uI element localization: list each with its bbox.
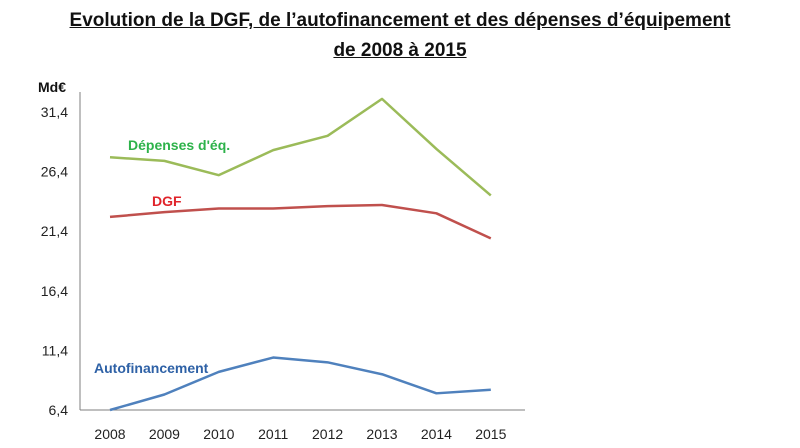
y-tick-label: 6,4	[49, 402, 69, 418]
chart-title-line-1: Evolution de la DGF, de l’autofinancemen…	[69, 10, 731, 31]
series-line-dgf	[109, 203, 492, 240]
y-tick-label: 26,4	[41, 164, 68, 180]
y-tick-label: 31,4	[41, 104, 68, 120]
series-label-dgf: DGF	[152, 193, 182, 209]
y-tick-labels: 6,4 11,4 16,4 21,4 26,4 31,4	[41, 104, 68, 418]
x-tick-label: 2013	[366, 426, 397, 442]
x-tick-labels: 2008 2009 2010 2011 2012 2013 2014 2015	[94, 426, 506, 442]
y-tick-label: 16,4	[41, 283, 68, 299]
series-lines	[109, 97, 492, 412]
x-tick-label: 2014	[421, 426, 452, 442]
y-tick-label: 11,4	[42, 342, 68, 358]
x-tick-label: 2009	[149, 426, 180, 442]
series-label-depenses-d-eq: Dépenses d'éq.	[128, 137, 230, 153]
x-tick-label: 2011	[258, 426, 288, 442]
series-line-autofinancement	[109, 356, 491, 412]
y-axis-unit-label: Md€	[38, 79, 66, 95]
chart-title-line-2: de 2008 à 2015	[333, 40, 467, 61]
x-tick-label: 2015	[475, 426, 506, 442]
series-line-depenses-d-eq	[109, 97, 492, 197]
y-tick-label: 21,4	[41, 223, 68, 239]
series-labels: Dépenses d'éq. DGF Autofinancement	[94, 137, 230, 376]
x-tick-label: 2012	[312, 426, 343, 442]
series-label-autofinancement: Autofinancement	[94, 360, 209, 376]
x-tick-label: 2010	[203, 426, 234, 442]
x-tick-label: 2008	[94, 426, 125, 442]
